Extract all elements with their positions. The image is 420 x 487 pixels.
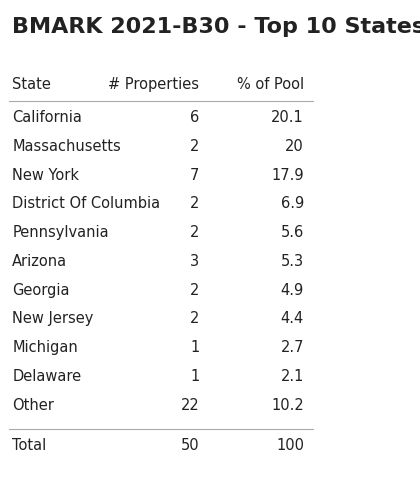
Text: 20.1: 20.1 — [271, 110, 304, 125]
Text: % of Pool: % of Pool — [237, 77, 304, 93]
Text: 2: 2 — [190, 282, 200, 298]
Text: 3: 3 — [190, 254, 200, 269]
Text: 5.6: 5.6 — [281, 225, 304, 240]
Text: Total: Total — [12, 437, 47, 452]
Text: 2: 2 — [190, 311, 200, 326]
Text: 100: 100 — [276, 437, 304, 452]
Text: 7: 7 — [190, 168, 200, 183]
Text: State: State — [12, 77, 51, 93]
Text: 17.9: 17.9 — [271, 168, 304, 183]
Text: District Of Columbia: District Of Columbia — [12, 196, 160, 211]
Text: 20: 20 — [285, 139, 304, 154]
Text: New York: New York — [12, 168, 79, 183]
Text: 22: 22 — [181, 398, 200, 412]
Text: 1: 1 — [190, 369, 200, 384]
Text: 4.9: 4.9 — [281, 282, 304, 298]
Text: Michigan: Michigan — [12, 340, 78, 355]
Text: 2: 2 — [190, 225, 200, 240]
Text: 10.2: 10.2 — [271, 398, 304, 412]
Text: 4.4: 4.4 — [281, 311, 304, 326]
Text: BMARK 2021-B30 - Top 10 States: BMARK 2021-B30 - Top 10 States — [12, 17, 420, 37]
Text: 2: 2 — [190, 139, 200, 154]
Text: 2.1: 2.1 — [281, 369, 304, 384]
Text: 2.7: 2.7 — [281, 340, 304, 355]
Text: 50: 50 — [181, 437, 200, 452]
Text: Delaware: Delaware — [12, 369, 81, 384]
Text: Pennsylvania: Pennsylvania — [12, 225, 109, 240]
Text: New Jersey: New Jersey — [12, 311, 94, 326]
Text: Massachusetts: Massachusetts — [12, 139, 121, 154]
Text: Other: Other — [12, 398, 54, 412]
Text: # Properties: # Properties — [108, 77, 200, 93]
Text: Georgia: Georgia — [12, 282, 70, 298]
Text: 1: 1 — [190, 340, 200, 355]
Text: 6.9: 6.9 — [281, 196, 304, 211]
Text: 5.3: 5.3 — [281, 254, 304, 269]
Text: Arizona: Arizona — [12, 254, 68, 269]
Text: 2: 2 — [190, 196, 200, 211]
Text: California: California — [12, 110, 82, 125]
Text: 6: 6 — [190, 110, 200, 125]
